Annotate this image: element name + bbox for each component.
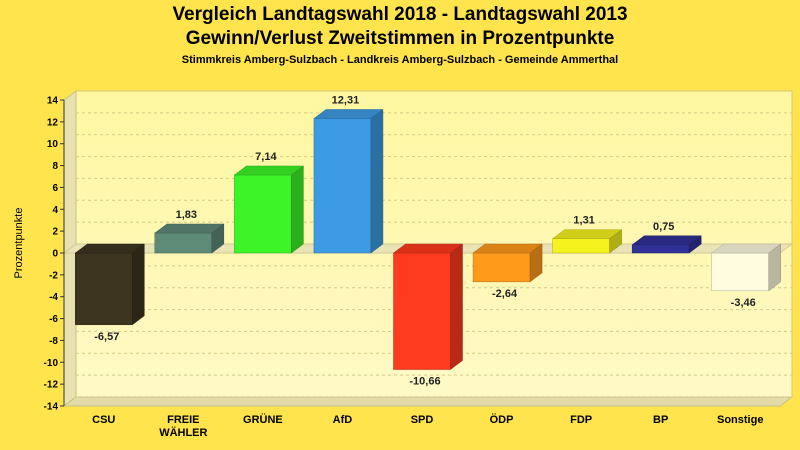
bar-side [609,229,622,254]
x-category-label: SPD [411,414,434,426]
bar-side [370,108,384,254]
data-labels: -6,57 1,83 7,14 12,31 -10,66 -2,64 1,31 0,75 -3,… [94,94,756,387]
bar [551,229,623,254]
chart-title: Vergleich Landtagswahl 2018 - Landtagswa… [172,4,628,25]
bar [313,108,384,254]
bar-side [450,243,463,370]
x-category-label: FREIE [167,414,199,426]
y-tick-label: 12 [47,117,59,128]
bar-front [154,232,213,254]
bar-front [472,252,531,283]
x-category-label: CSU [92,414,115,426]
y-axis: 14 12 10 8 6 4 2 0 -2 -4 -6 -8 -10 -12 -14 [44,96,65,413]
bar-front [75,252,133,326]
y-tick-label: 14 [47,96,59,107]
y-tick-label: -4 [49,292,58,303]
bar [710,243,782,292]
plot-floor [62,396,794,407]
data-label: -10,66 [409,375,440,387]
bar-front [631,244,690,254]
bar-front [393,252,451,370]
bar-front [711,252,769,292]
x-category-label: AfD [333,414,353,426]
bar-front [552,238,610,254]
x-category-label: FDP [570,414,592,426]
data-label: 0,75 [653,221,674,233]
bar-side [132,243,145,326]
bar-side [529,243,543,283]
bar-side [211,223,225,254]
y-tick-label: -12 [44,380,59,391]
y-tick-label: 6 [52,183,58,194]
x-category-label: GRÜNE [243,413,283,426]
bar [233,165,305,254]
y-tick-label: 0 [52,249,58,260]
y-tick-label: 10 [47,139,59,150]
data-label: 12,31 [332,94,360,106]
y-tick-label: 4 [52,205,58,216]
bar [74,243,146,326]
bar-side [688,235,702,254]
chart-subtitle-location: Stimmkreis Amberg-Sulzbach - Landkreis A… [181,54,619,66]
y-tick-label: -10 [44,358,59,369]
bar [472,243,543,283]
data-label: -3,46 [731,297,756,309]
chart-subtitle: Gewinn/Verlust Zweitstimmen in Prozentpu… [185,28,615,49]
data-label: 1,83 [176,209,197,221]
bar [392,243,464,370]
y-axis-label: Prozentpunkte [13,208,25,279]
y-tick-label: -6 [49,314,58,325]
y-tick-label: 8 [52,161,58,172]
y-tick-label: -2 [49,270,58,281]
data-label: 1,31 [573,215,594,227]
y-tick-label: -14 [44,402,59,413]
bar-side [291,165,304,254]
bar [154,223,225,254]
x-category-label: BP [653,414,668,426]
x-category-label: Sonstige [717,414,763,426]
data-label: 7,14 [255,151,277,163]
y-tick-label: 2 [52,227,58,238]
data-label: -2,64 [492,288,518,300]
bar-front [313,118,372,254]
y-tick-label: -8 [49,336,58,347]
bar-front [234,174,292,254]
bars [74,108,782,370]
x-category-label: WÄHLER [159,426,207,439]
data-label: -6,57 [94,331,119,343]
bar-side [768,243,781,292]
bar [631,235,702,254]
x-category-label: ÖDP [490,413,514,426]
